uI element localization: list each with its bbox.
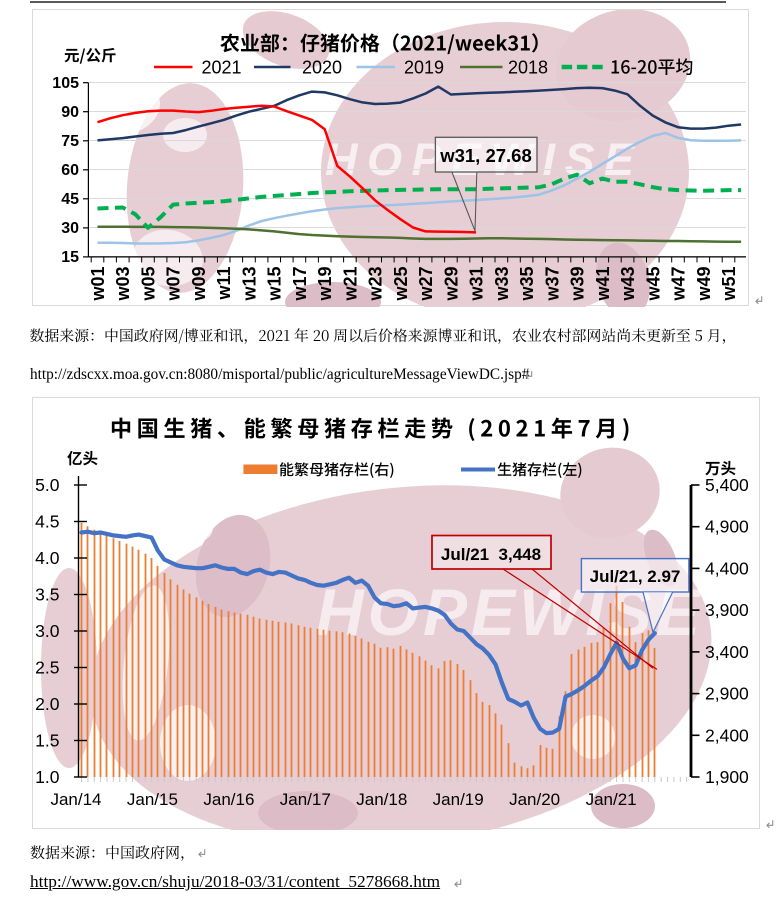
svg-text:2018: 2018 <box>508 58 548 78</box>
svg-text:w45: w45 <box>643 267 663 302</box>
svg-text:w19: w19 <box>315 267 335 302</box>
svg-text:1.5: 1.5 <box>35 731 59 751</box>
svg-text:4.5: 4.5 <box>35 512 59 532</box>
svg-text:Jan/19: Jan/19 <box>433 790 484 809</box>
svg-text:60: 60 <box>61 162 79 179</box>
svg-text:3,400: 3,400 <box>705 642 749 662</box>
svg-text:w25: w25 <box>391 267 411 302</box>
svg-text:2.5: 2.5 <box>35 658 59 678</box>
svg-text:15: 15 <box>61 249 79 266</box>
svg-text:2,400: 2,400 <box>705 725 749 745</box>
svg-text:w51: w51 <box>719 267 739 302</box>
svg-text:w35: w35 <box>517 267 537 302</box>
svg-text:Jan/14: Jan/14 <box>50 790 101 809</box>
svg-text:4,400: 4,400 <box>705 558 749 578</box>
svg-text:Jan/21: Jan/21 <box>586 790 637 809</box>
svg-text:w27: w27 <box>416 267 436 302</box>
svg-text:w41: w41 <box>593 267 613 302</box>
svg-text:2.0: 2.0 <box>35 694 60 714</box>
svg-text:w37: w37 <box>542 267 562 302</box>
svg-text:3.0: 3.0 <box>35 621 60 641</box>
svg-text:2,900: 2,900 <box>705 684 749 704</box>
svg-text:w01: w01 <box>88 267 108 302</box>
svg-text:Jan/16: Jan/16 <box>203 790 254 809</box>
svg-text:5.0: 5.0 <box>35 475 60 495</box>
svg-text:4.0: 4.0 <box>35 548 60 568</box>
svg-text:3,900: 3,900 <box>705 600 749 620</box>
svg-text:Jan/20: Jan/20 <box>509 790 560 809</box>
svg-text:w17: w17 <box>290 267 310 302</box>
svg-text:w29: w29 <box>441 267 461 302</box>
svg-text:w09: w09 <box>189 267 209 302</box>
svg-text:w03: w03 <box>113 267 133 302</box>
svg-text:90: 90 <box>61 104 79 121</box>
svg-text:w31: w31 <box>467 267 487 302</box>
svg-text:w23: w23 <box>366 267 386 302</box>
svg-text:105: 105 <box>52 75 79 92</box>
svg-text:w11: w11 <box>214 267 234 301</box>
svg-text:w33: w33 <box>492 267 512 302</box>
svg-text:5,400: 5,400 <box>705 475 749 495</box>
svg-text:w15: w15 <box>265 267 285 302</box>
svg-text:3.5: 3.5 <box>35 585 59 605</box>
svg-text:w31, 27.68: w31, 27.68 <box>439 145 532 166</box>
svg-text:Jan/17: Jan/17 <box>280 790 331 809</box>
svg-text:Jan/15: Jan/15 <box>127 790 178 809</box>
svg-text:w21: w21 <box>340 267 360 302</box>
svg-text:2021: 2021 <box>202 58 242 78</box>
svg-text:Jul/21, 2.97: Jul/21, 2.97 <box>590 567 681 586</box>
svg-text:1,900: 1,900 <box>705 767 749 787</box>
svg-text:w07: w07 <box>164 267 184 302</box>
svg-text:1.0: 1.0 <box>35 767 60 787</box>
svg-text:45: 45 <box>61 191 79 208</box>
svg-text:30: 30 <box>61 220 79 237</box>
svg-text:Jan/18: Jan/18 <box>356 790 407 809</box>
svg-text:w13: w13 <box>239 267 259 302</box>
svg-text:w43: w43 <box>618 267 638 302</box>
svg-text:w49: w49 <box>694 267 714 302</box>
svg-text:2020: 2020 <box>302 58 342 78</box>
svg-text:4,900: 4,900 <box>705 517 749 537</box>
svg-text:w05: w05 <box>139 267 159 302</box>
svg-text:75: 75 <box>61 133 79 150</box>
svg-text:Jul/21 3,448: Jul/21 3,448 <box>441 545 541 564</box>
svg-text:2019: 2019 <box>404 58 444 78</box>
svg-text:w39: w39 <box>568 267 588 302</box>
svg-text:w47: w47 <box>669 267 689 302</box>
